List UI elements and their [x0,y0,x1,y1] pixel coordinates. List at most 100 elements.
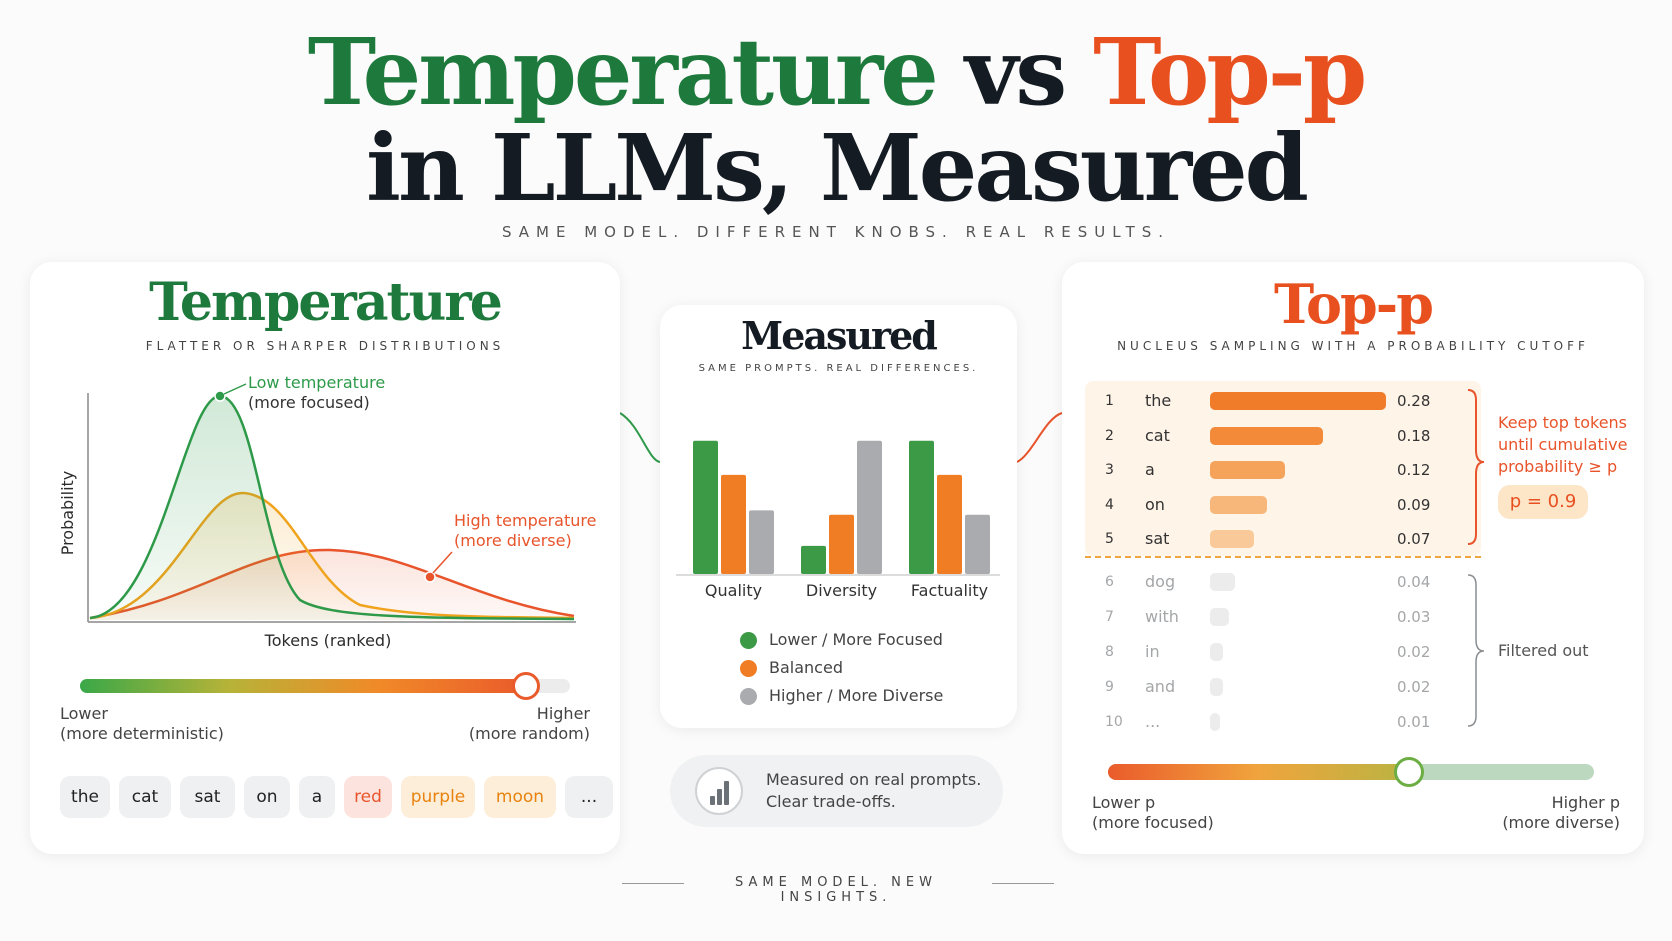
token-chip: moon [484,776,556,818]
topp-slider-high-label: Higher p (more diverse) [1440,793,1620,833]
high-temperature-label-title: High temperature [454,511,597,530]
bar-chart-icon [695,767,743,815]
category-label: Quality [705,581,762,600]
low-temperature-curve [90,395,574,620]
temperature-slider-fill [80,679,526,693]
token-probability: 0.12 [1397,461,1431,479]
token-rank: 3 [1105,462,1114,478]
token-row: 8 in 0.02 [1105,635,1575,669]
token-row: 7 with 0.03 [1105,600,1575,634]
token-probability-bar [1210,643,1223,661]
bar-diversity-series-2 [829,514,854,574]
temperature-slider-high-title: Higher [536,704,590,723]
token-row: 10... 0.01 [1105,705,1575,739]
topp-subtitle: NUCLEUS SAMPLING WITH A PROBABILITY CUTO… [1117,339,1589,353]
topp-slider-knob[interactable] [1394,757,1425,787]
measured-note-line2: Clear trade-offs. [766,792,896,811]
bar-diversity-series-3 [857,440,882,574]
token-probability: 0.03 [1397,608,1431,626]
temperature-slider-knob[interactable] [511,672,540,700]
temperature-slider[interactable] [80,672,570,700]
main-title-line2: in LLMs, Measured [366,114,1309,222]
bar-factuality-series-1 [909,440,934,574]
temperature-title: Temperature [149,272,503,333]
token-word: in [1145,642,1160,661]
keep-note-line3: probability ≥ p [1498,457,1618,476]
token-row: 6 dog 0.04 [1105,565,1575,599]
keep-note-line2: until cumulative [1498,435,1628,454]
token-word: sat [1145,529,1170,548]
token-chip: sat [180,776,235,818]
title-topp: Top-p [1093,18,1367,126]
filtered-out-note: Filtered out [1498,641,1589,660]
y-axis-label: Probability [58,470,77,556]
token-probability: 0.18 [1397,426,1431,445]
token-probability-bar [1210,678,1223,696]
main-subtitle: SAME MODEL. DIFFERENT KNOBS. REAL RESULT… [501,223,1171,241]
topp-brackets [1467,389,1485,727]
footer-divider-right [992,883,1054,884]
bar-quality-series-1 [693,440,718,574]
topp-slider-high-sub: (more diverse) [1502,813,1620,832]
token-row: 2 cat 0.18 [1105,419,1575,453]
token-rank: 6 [1105,574,1114,590]
token-probability: 0.07 [1397,530,1431,548]
title-temperature: Temperature [307,18,939,126]
token-word: dog [1145,572,1176,591]
token-chip: on [244,776,290,818]
token-rank: 2 [1105,427,1114,444]
token-word: the [1145,391,1172,410]
token-chip: purple [401,776,475,818]
token-chip: red [344,776,392,818]
token-probability-bar [1210,713,1220,731]
token-chip: ... [565,776,613,818]
token-probability-bar [1210,392,1386,410]
topp-slider[interactable] [1108,757,1594,787]
legend-swatch [740,688,757,705]
token-chip: the [60,776,110,818]
token-rank: 8 [1105,644,1114,660]
topp-card [1062,262,1644,854]
category-label: Diversity [806,581,877,600]
p-value-badge: p = 0.9 [1498,485,1588,519]
measured-subtitle: SAME PROMPTS. REAL DIFFERENCES. [698,363,979,374]
cutoff-line [1085,556,1481,558]
keep-note-line1: Keep top tokens [1498,413,1628,432]
category-label: Factuality [911,581,988,600]
token-rank: 7 [1105,609,1114,625]
low-temperature-label-sub: (more focused) [248,393,370,412]
legend-label: Higher / More Diverse [769,686,944,705]
token-probability-bar [1210,426,1324,445]
token-word: a [1145,460,1155,479]
measured-title: Measured [741,313,938,358]
token-rank: 4 [1105,496,1114,513]
measured-bar-chart: Quality Diversity Factuality [676,440,1000,600]
token-probability-bar [1210,530,1254,548]
token-word: with [1145,607,1179,626]
topp-slider-low-sub: (more focused) [1092,813,1214,832]
token-probability: 0.01 [1397,713,1431,731]
bar-factuality-series-2 [937,474,962,574]
token-rank: 9 [1105,679,1114,695]
token-probability: 0.28 [1397,392,1431,410]
token-probability: 0.02 [1397,643,1431,661]
topp-slider-fill [1108,764,1410,780]
bar-factuality-series-3 [965,514,990,574]
low-temperature-peak-marker [214,390,226,402]
token-probability-bar [1210,608,1229,626]
token-rank: 1 [1105,393,1114,409]
legend-swatch [740,660,757,677]
measured-note-text: Measured on real prompts. Clear trade-of… [766,769,981,813]
token-probability-bar [1210,495,1267,514]
bar-quality-series-2 [721,474,746,574]
topp-slider-low-title: Lower p [1092,793,1156,812]
temperature-slider-low-sub: (more deterministic) [60,724,224,743]
token-rank: 5 [1105,531,1114,547]
main-title-line1: Temperature vs Top-p [0,22,1672,122]
temperature-slider-high-sub: (more random) [468,724,590,743]
bar-diversity-series-1 [801,545,826,574]
token-probability-bar [1210,461,1286,479]
high-temperature-label: High temperature (more diverse) [454,511,596,551]
high-temperature-label-sub: (more diverse) [454,531,572,550]
x-axis-label: Tokens (ranked) [264,631,392,650]
